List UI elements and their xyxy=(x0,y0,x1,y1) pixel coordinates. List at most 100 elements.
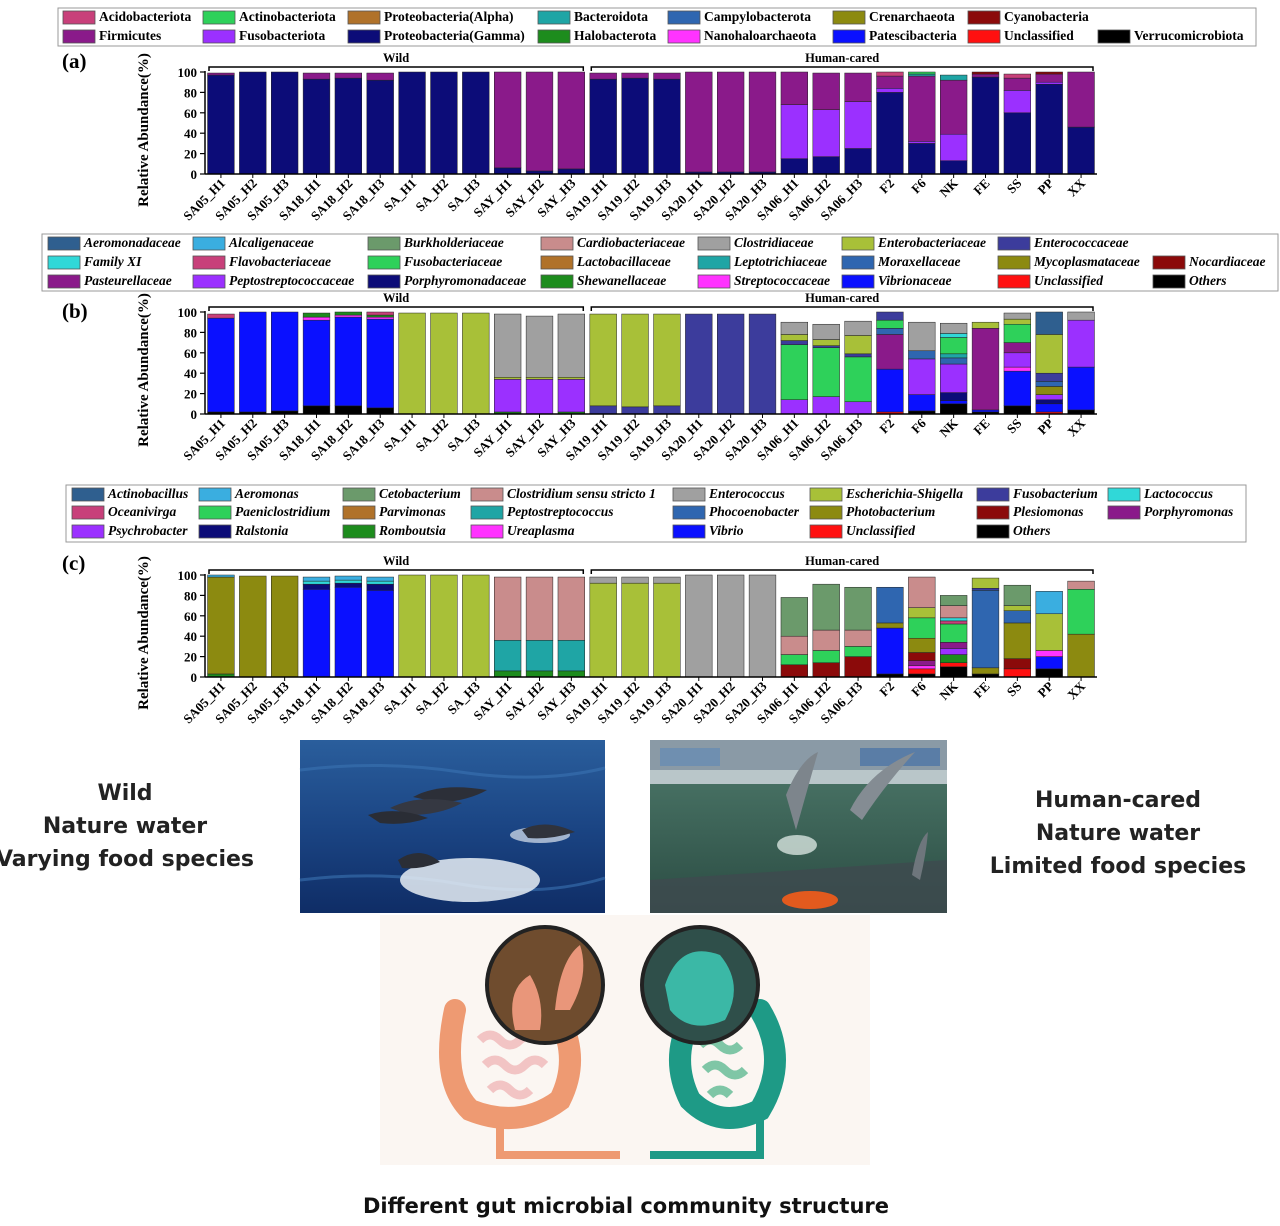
splash xyxy=(777,835,817,855)
legend-swatch xyxy=(367,255,401,270)
x-tick-label: XX xyxy=(1064,175,1088,199)
bar-segment xyxy=(908,660,936,667)
bar-segment xyxy=(908,143,936,175)
bar-segment xyxy=(971,577,1000,589)
x-tick-label: PP xyxy=(1034,415,1056,437)
bar-segment xyxy=(940,74,968,81)
group-label: Human-cared xyxy=(805,291,879,305)
legend-swatch xyxy=(62,29,96,44)
bar-segment xyxy=(366,407,394,415)
y-axis-label: Relative Abundance(%) xyxy=(136,293,152,447)
y-tick-label: 80 xyxy=(184,85,197,100)
bar-segment xyxy=(908,358,936,395)
bar-segment xyxy=(844,356,872,403)
bar-segment xyxy=(494,576,522,641)
bar-segment xyxy=(717,71,745,173)
bar-segment xyxy=(239,575,267,678)
legend-label: Verrucomicrobiota xyxy=(1134,28,1244,43)
bar-segment xyxy=(971,73,1000,78)
x-tick-label: XX xyxy=(1064,678,1088,702)
bar-segment xyxy=(494,167,522,175)
legend-swatch xyxy=(342,524,376,539)
legend-label: Fusobacterium xyxy=(1012,486,1098,501)
dolphin xyxy=(368,811,428,824)
bar-segment xyxy=(334,405,362,415)
bar-segment xyxy=(1035,668,1063,678)
bar-segment xyxy=(302,72,331,80)
bar-segment xyxy=(1035,386,1063,395)
bar-segment xyxy=(940,400,968,405)
bar-segment xyxy=(812,662,840,678)
bar-segment xyxy=(812,109,840,157)
bar-segment xyxy=(1003,77,1031,91)
legend-label: Family XI xyxy=(83,254,142,269)
bar-segment xyxy=(1067,580,1095,590)
group-bracket xyxy=(590,569,1094,574)
legend-label: Enterobacteriaceae xyxy=(877,235,986,250)
bar-segment xyxy=(557,71,585,170)
x-tick-label: SA_H1 xyxy=(380,416,419,455)
wild-line: Wild xyxy=(97,781,152,806)
panel-label: (b) xyxy=(62,299,88,323)
legend-swatch xyxy=(47,274,81,289)
legend-swatch xyxy=(537,10,571,25)
y-tick-label: 0 xyxy=(191,670,198,685)
bar-segment xyxy=(1035,381,1063,387)
bar-segment xyxy=(525,640,554,672)
bar-segment xyxy=(876,328,904,335)
bar-segment xyxy=(430,574,458,678)
bar-segment xyxy=(494,640,522,672)
y-tick-label: 40 xyxy=(184,366,197,381)
bar-segment xyxy=(334,316,362,407)
legend-label: Porphyromonas xyxy=(1144,504,1233,519)
bar-segment xyxy=(908,321,936,352)
y-axis-label: Relative Abundance(%) xyxy=(136,53,152,207)
wild-line: Varying food species xyxy=(0,847,254,872)
legend-swatch xyxy=(809,524,843,539)
bar-segment xyxy=(748,71,777,173)
legend-swatch xyxy=(202,10,236,25)
bar-segment xyxy=(1003,610,1031,624)
legend-swatch xyxy=(841,236,875,251)
bar-segment xyxy=(908,350,936,360)
legend-label: Others xyxy=(1189,273,1227,288)
legend-label: Mycoplasmataceae xyxy=(1033,254,1140,269)
bar-segment xyxy=(940,648,968,655)
x-tick-label: NK xyxy=(936,175,961,200)
bar-segment xyxy=(1035,71,1063,75)
y-tick-label: 0 xyxy=(191,167,198,182)
wild-line: Nature water xyxy=(43,814,207,839)
bar-segment xyxy=(971,321,1000,329)
bar-segment xyxy=(908,73,936,77)
buoy xyxy=(782,891,838,909)
legend-label: Clostridiaceae xyxy=(734,235,814,250)
bar-segment xyxy=(908,576,936,608)
bar-segment xyxy=(430,312,458,415)
legend-swatch xyxy=(832,29,866,44)
bar-segment xyxy=(494,313,522,378)
bar-segment xyxy=(717,574,745,678)
bar-segment xyxy=(366,576,394,582)
legend-label: Bacteroidota xyxy=(574,9,648,24)
bar-segment xyxy=(334,582,362,588)
bar-segment xyxy=(621,576,649,584)
legend-swatch xyxy=(198,524,232,539)
bar-segment xyxy=(812,72,840,110)
dolphin xyxy=(850,752,915,820)
x-tick-label: FE xyxy=(970,176,992,198)
x-tick-label: SS xyxy=(1004,416,1025,437)
bar-segment xyxy=(302,312,331,318)
bar-segment xyxy=(621,313,649,408)
legend-swatch xyxy=(697,236,731,251)
legend-label: Patescibacteria xyxy=(869,28,957,43)
bar-segment xyxy=(876,319,904,329)
bar-segment xyxy=(366,590,394,678)
bar-segment xyxy=(653,313,681,407)
bar-segment xyxy=(780,399,808,415)
bar-segment xyxy=(1003,318,1031,325)
legend-label: Enterococcaceae xyxy=(1033,235,1128,250)
group-bracket xyxy=(590,66,1094,71)
legend-swatch xyxy=(347,29,381,44)
legend-swatch xyxy=(1152,274,1186,289)
bar-segment xyxy=(844,629,872,647)
